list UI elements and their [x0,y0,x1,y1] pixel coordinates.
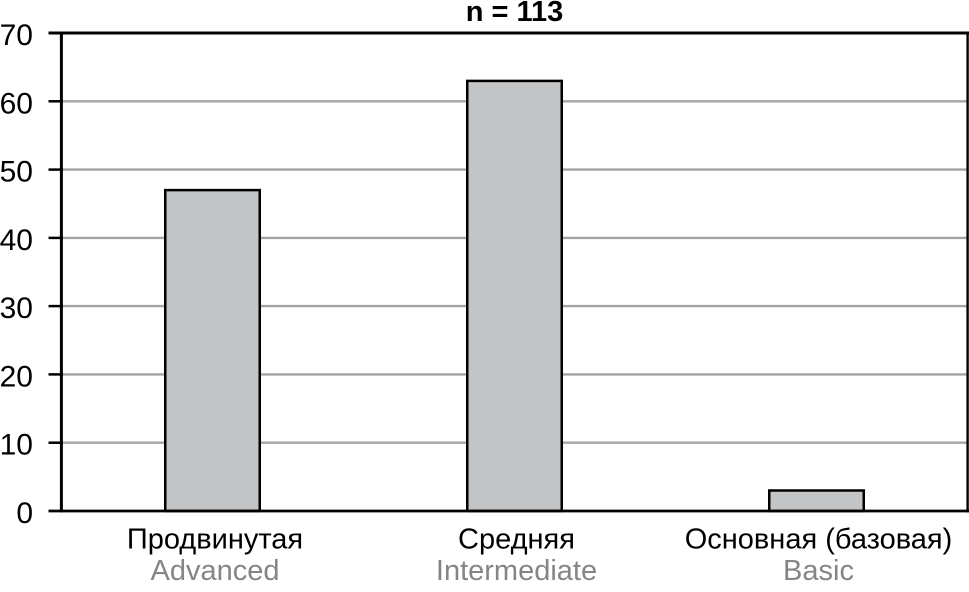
svg-text:60: 60 [0,87,33,120]
svg-text:Advanced: Advanced [151,555,280,587]
svg-text:Basic: Basic [783,555,854,587]
svg-text:30: 30 [0,292,33,325]
svg-text:10: 10 [0,429,33,462]
svg-text:40: 40 [0,224,33,257]
svg-text:Средняя: Средняя [458,523,575,555]
svg-text:n = 113: n = 113 [466,0,564,28]
svg-text:Основная (базовая): Основная (базовая) [685,523,953,555]
svg-text:20: 20 [0,360,33,393]
svg-text:Продвинутая: Продвинутая [127,523,303,555]
svg-text:50: 50 [0,156,33,189]
svg-text:Intermediate: Intermediate [436,555,597,587]
svg-text:70: 70 [0,19,33,52]
svg-text:0: 0 [16,497,33,530]
